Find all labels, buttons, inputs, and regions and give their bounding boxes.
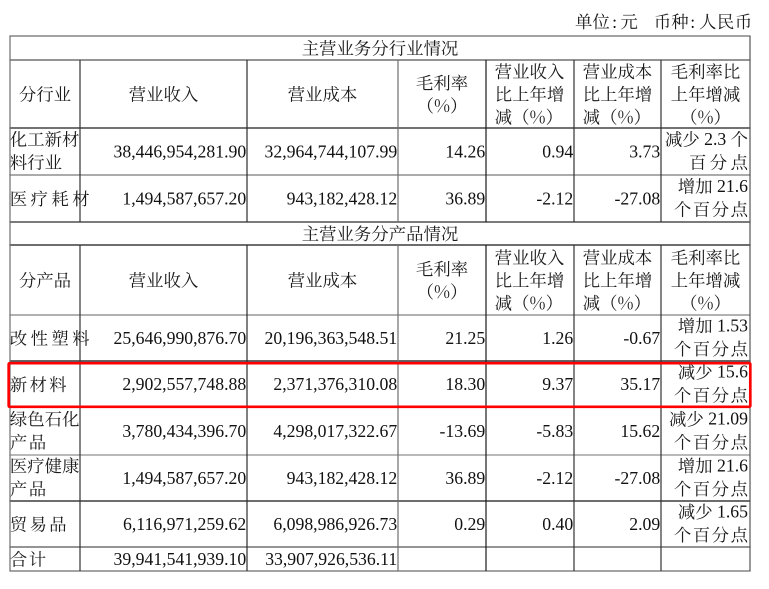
- svg-text:-2.12: -2.12: [536, 188, 573, 208]
- svg-text:1,494,587,657.20: 1,494,587,657.20: [122, 188, 246, 208]
- svg-text:14.26: 14.26: [445, 141, 485, 161]
- svg-text:33,907,926,536.11: 33,907,926,536.11: [265, 549, 397, 569]
- svg-text:0.94: 0.94: [542, 141, 573, 161]
- svg-text:36.89: 36.89: [445, 468, 485, 488]
- svg-text:18.30: 18.30: [445, 374, 485, 394]
- svg-text:38,446,954,281.90: 38,446,954,281.90: [114, 141, 247, 161]
- svg-text:-5.83: -5.83: [536, 421, 573, 441]
- svg-text:943,182,428.12: 943,182,428.12: [287, 188, 398, 208]
- svg-text:2,371,376,310.08: 2,371,376,310.08: [273, 374, 397, 394]
- svg-text:-27.08: -27.08: [615, 468, 661, 488]
- svg-text:9.37: 9.37: [542, 374, 573, 394]
- svg-text:4,298,017,322.67: 4,298,017,322.67: [273, 421, 397, 441]
- svg-text:3,780,434,396.70: 3,780,434,396.70: [122, 421, 246, 441]
- svg-text:-27.08: -27.08: [615, 188, 661, 208]
- svg-text:-13.69: -13.69: [440, 421, 486, 441]
- svg-text:20,196,363,548.51: 20,196,363,548.51: [265, 328, 398, 348]
- svg-text::: :: [690, 12, 695, 32]
- svg-text:15.6: 15.6: [717, 362, 748, 382]
- svg-text:1.53: 1.53: [717, 315, 748, 335]
- svg-text:0.40: 0.40: [542, 514, 573, 534]
- svg-text:2.09: 2.09: [629, 514, 660, 534]
- svg-text:36.89: 36.89: [445, 188, 485, 208]
- svg-text:21.09: 21.09: [708, 409, 748, 429]
- svg-text:2,902,557,748.88: 2,902,557,748.88: [122, 374, 246, 394]
- svg-text:6,116,971,259.62: 6,116,971,259.62: [123, 514, 246, 534]
- svg-text:3.73: 3.73: [629, 141, 660, 161]
- svg-text:2.3: 2.3: [704, 129, 726, 149]
- svg-text::: :: [612, 12, 617, 32]
- svg-text:21.6: 21.6: [717, 455, 748, 475]
- svg-text:1,494,587,657.20: 1,494,587,657.20: [122, 468, 246, 488]
- svg-text:943,182,428.12: 943,182,428.12: [287, 468, 398, 488]
- svg-text:25,646,990,876.70: 25,646,990,876.70: [114, 328, 247, 348]
- svg-text:21.6: 21.6: [717, 176, 748, 196]
- svg-text:-2.12: -2.12: [536, 468, 573, 488]
- svg-text:1.26: 1.26: [542, 328, 573, 348]
- svg-text:15.62: 15.62: [620, 421, 660, 441]
- svg-text:21.25: 21.25: [445, 328, 485, 348]
- svg-text:1.65: 1.65: [717, 501, 748, 521]
- svg-text:32,964,744,107.99: 32,964,744,107.99: [265, 141, 398, 161]
- svg-text:-0.67: -0.67: [623, 328, 660, 348]
- svg-text:35.17: 35.17: [620, 374, 660, 394]
- svg-text:0.29: 0.29: [454, 514, 485, 534]
- svg-text:6,098,986,926.73: 6,098,986,926.73: [273, 514, 397, 534]
- svg-text:39,941,541,939.10: 39,941,541,939.10: [114, 549, 247, 569]
